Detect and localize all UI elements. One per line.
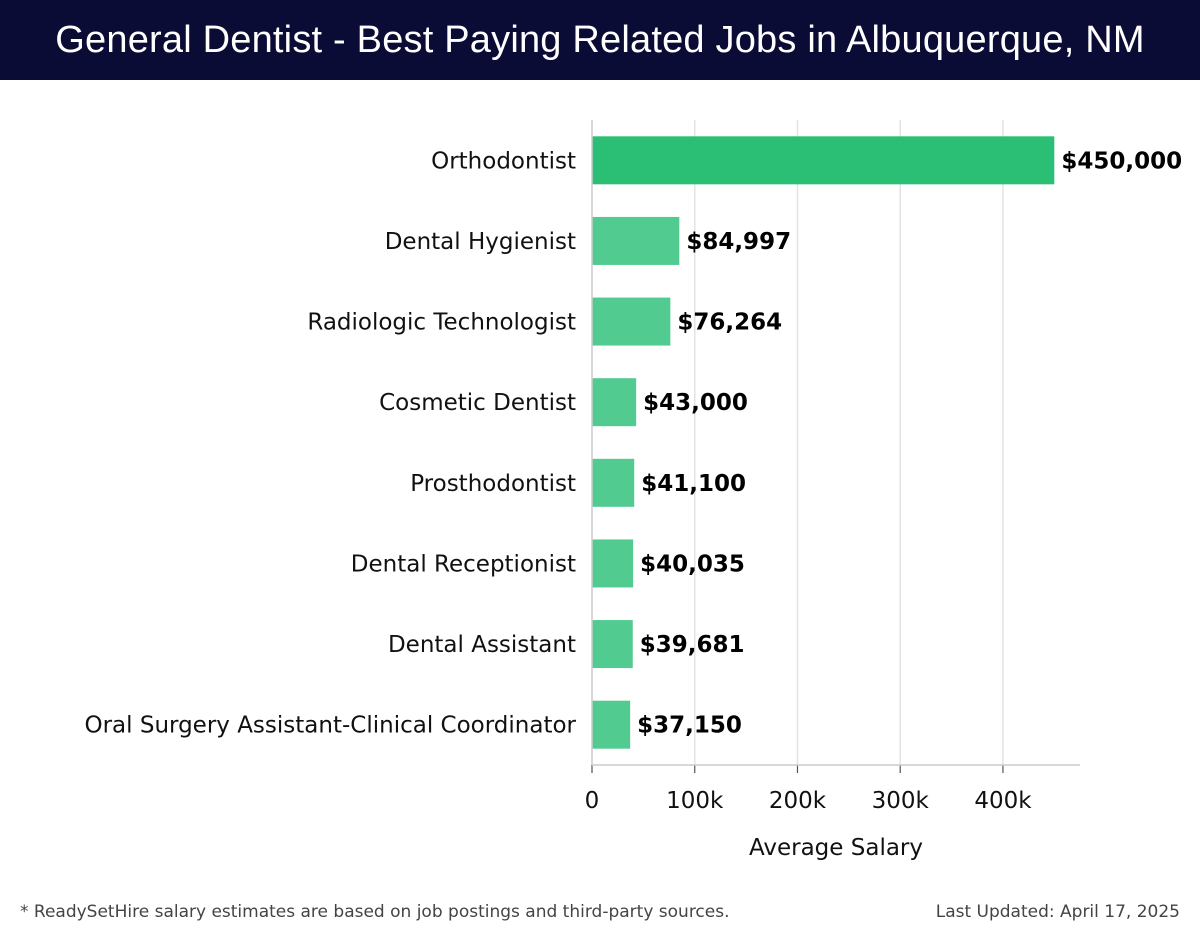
x-tick-label: 300k bbox=[872, 788, 930, 814]
last-updated: Last Updated: April 17, 2025 bbox=[935, 902, 1180, 922]
category-label: Oral Surgery Assistant-Clinical Coordina… bbox=[84, 713, 576, 739]
category-label: Radiologic Technologist bbox=[307, 310, 576, 336]
category-label: Dental Assistant bbox=[388, 632, 576, 658]
category-label: Dental Receptionist bbox=[351, 551, 576, 577]
x-tick-label: 100k bbox=[666, 788, 724, 814]
category-label: Dental Hygienist bbox=[385, 229, 576, 255]
page-title: General Dentist - Best Paying Related Jo… bbox=[55, 18, 1145, 61]
bar bbox=[592, 136, 1055, 185]
value-label: $43,000 bbox=[643, 390, 748, 416]
value-label: $76,264 bbox=[677, 310, 782, 336]
value-label: $450,000 bbox=[1061, 148, 1182, 174]
bars bbox=[592, 136, 1055, 749]
bar bbox=[592, 458, 635, 507]
x-tick-label: 0 bbox=[585, 788, 600, 814]
value-label: $39,681 bbox=[640, 632, 745, 658]
bar bbox=[592, 700, 631, 749]
value-label: $84,997 bbox=[686, 229, 791, 255]
value-label: $41,100 bbox=[641, 471, 746, 497]
bar bbox=[592, 539, 634, 588]
x-axis-title: Average Salary bbox=[749, 835, 923, 861]
bar bbox=[592, 620, 633, 669]
bar bbox=[592, 297, 671, 346]
value-label: $37,150 bbox=[637, 713, 742, 739]
labels: Orthodontist $450,000 Dental Hygienist $84,… bbox=[84, 148, 1182, 738]
salary-bar-chart: 0 100k 200k 300k 400k Average Salary Orthodon… bbox=[84, 120, 1182, 861]
header-banner: General Dentist - Best Paying Related Jo… bbox=[0, 0, 1200, 80]
bar bbox=[592, 378, 637, 427]
grid-lines bbox=[693, 120, 1004, 765]
x-tick-label: 200k bbox=[769, 788, 827, 814]
x-tick-label: 400k bbox=[974, 788, 1032, 814]
value-label: $40,035 bbox=[640, 551, 745, 577]
footer-note: * ReadySetHire salary estimates are base… bbox=[20, 902, 730, 922]
category-label: Prosthodontist bbox=[410, 471, 576, 497]
category-label: Cosmetic Dentist bbox=[379, 390, 576, 416]
category-label: Orthodontist bbox=[431, 148, 576, 174]
bar bbox=[592, 216, 680, 265]
x-axis: 0 100k 200k 300k 400k Average Salary bbox=[585, 120, 1080, 861]
